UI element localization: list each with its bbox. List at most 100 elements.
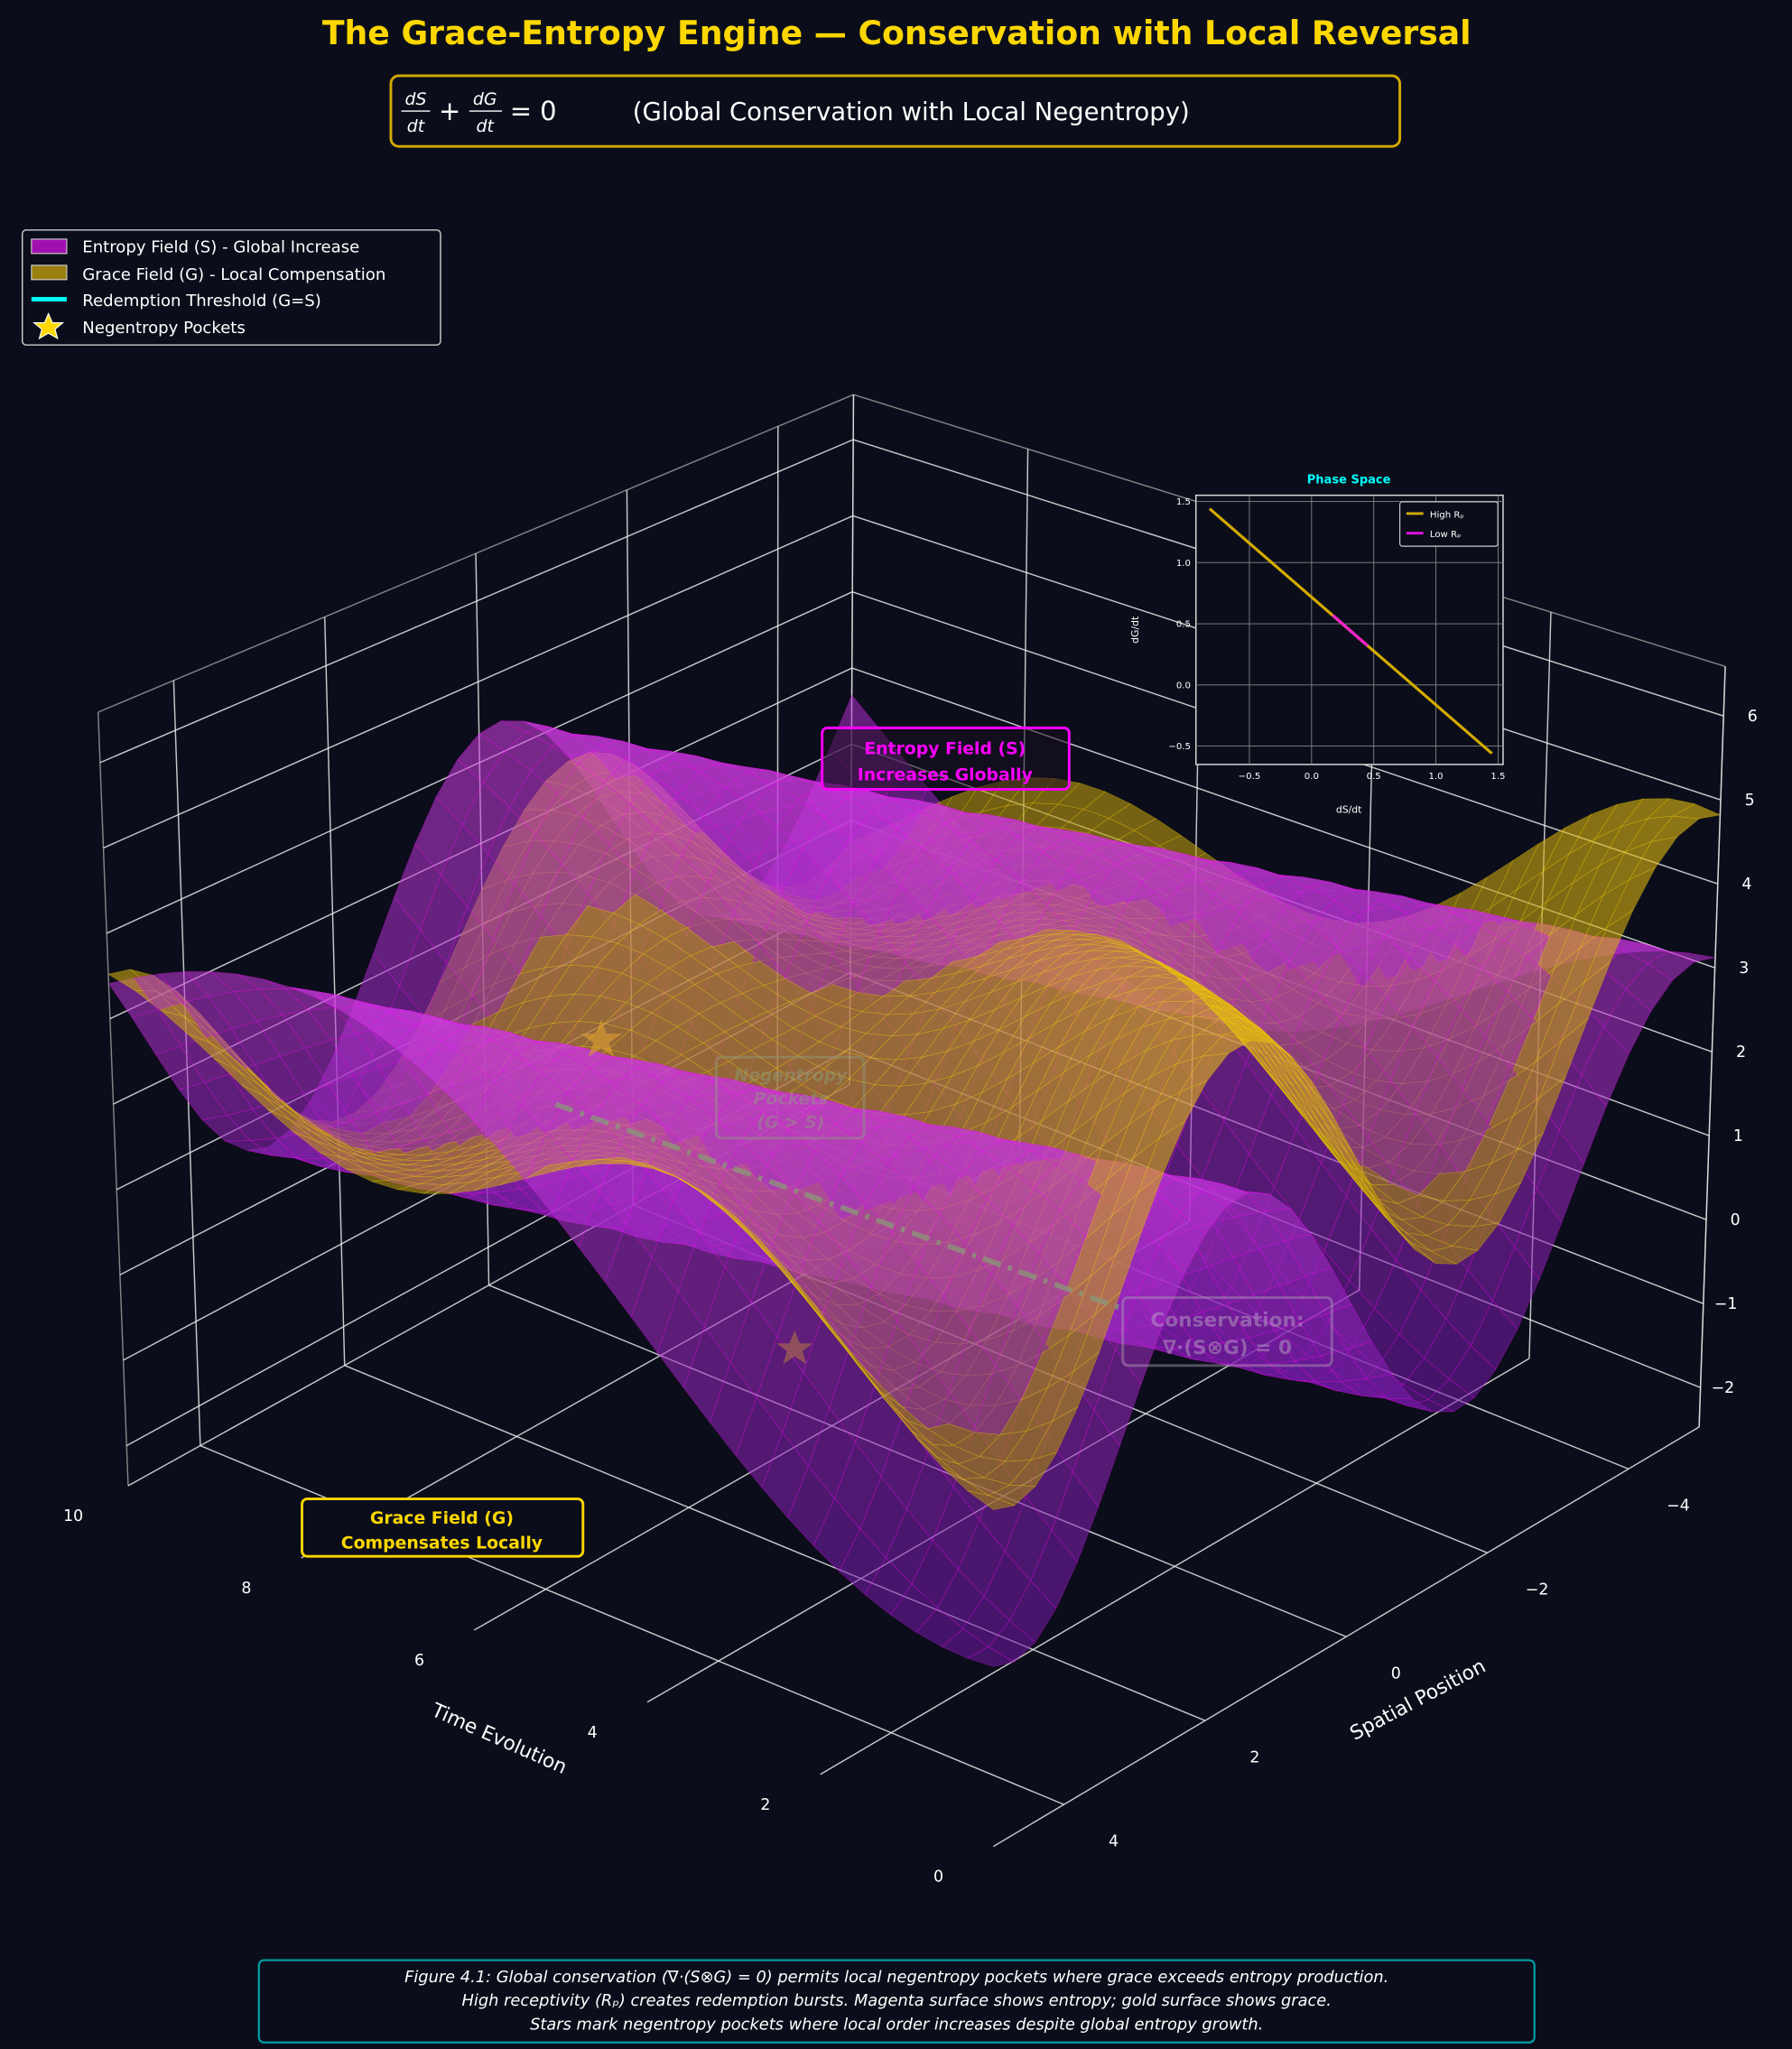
inset-y-tick-label: −0.5 (1168, 742, 1191, 752)
inset-legend-low: Low Rₚ (1430, 530, 1462, 540)
x-tick-label: 8 (241, 1580, 251, 1598)
y-tick-label: −4 (1667, 1497, 1690, 1516)
y-tick-label: 4 (1109, 1832, 1119, 1850)
eq-note: (Global Conservation with Local Negentro… (633, 97, 1190, 126)
wall-gridline (323, 617, 346, 1366)
inset-legend-high: High Rₚ (1430, 510, 1464, 520)
eq-den2: dt (477, 117, 495, 136)
y-tick-label: −2 (1526, 1581, 1549, 1599)
inset-x-tick-label: 0.0 (1305, 772, 1319, 782)
entropy-annotation: Entropy Field (S) Increases Globally (821, 726, 1071, 791)
x-tick-label: 0 (933, 1868, 943, 1887)
svg-text:Increases Globally: Increases Globally (858, 765, 1033, 784)
svg-text:Redemption Threshold (G=S): Redemption Threshold (G=S) (82, 292, 321, 311)
z-tick-label: 6 (1748, 708, 1758, 726)
wall-gridline (1698, 666, 1726, 1427)
y-tick-label: 2 (1249, 1749, 1259, 1767)
grace-annotation: Grace Field (G) Compensates Locally (301, 1497, 585, 1558)
z-tick-label: −2 (1712, 1379, 1735, 1397)
entropy-surface-facet (446, 1059, 495, 1121)
entropy-surface-facet (915, 1607, 964, 1647)
inset-legend: High Rₚ Low Rₚ (1399, 501, 1499, 547)
negentropy-annotation: Negentropy Pockets (G > S) (714, 1055, 866, 1140)
redemption-threshold-line (554, 1101, 1126, 1312)
eq-den1: dt (407, 117, 425, 136)
grace-surface-facet (551, 1159, 599, 1173)
eq-num1: dS (405, 90, 427, 109)
negentropy-star-icon (580, 1019, 623, 1058)
x-tick-label: 10 (63, 1507, 83, 1525)
entropy-surface-facet (525, 1131, 574, 1214)
3d-axes: 0 2 4 6 8 10 4 2 0 −2 −4 −2 −1 0 1 2 3 4 5 6 (63, 394, 1758, 1887)
svg-text:(G > S): (G > S) (757, 1113, 824, 1132)
grace-surface-facet (161, 1010, 210, 1043)
low-rp-line (1332, 614, 1369, 647)
svg-text:High receptivity (Rₚ) creates: High receptivity (Rₚ) creates redemption… (462, 1991, 1332, 2010)
svg-text:Stars mark negentropy pockets: Stars mark negentropy pockets where loca… (530, 2015, 1263, 2034)
entropy-surface-facet (420, 1040, 469, 1094)
entropy-surface-facet (787, 1465, 835, 1546)
figure-caption: Figure 4.1: Global conservation (∇·(S⊗G)… (257, 1959, 1536, 2044)
entropy-surface-facet (682, 1326, 731, 1423)
inset-y-tick-label: 0.0 (1176, 681, 1191, 691)
grace-surface-facet (187, 1033, 237, 1071)
svg-text:Entropy Field (S) - Global Inc: Entropy Field (S) - Global Increase (82, 237, 359, 256)
entropy-surface-facet (942, 1628, 989, 1659)
svg-text:Negentropy: Negentropy (734, 1066, 848, 1085)
entropy-surface-facet (184, 971, 235, 997)
svg-text:Figure 4.1: Global conservatio: Figure 4.1: Global conservation (∇·(S⊗G)… (404, 1968, 1388, 1987)
inset-y-tick-label: 0.5 (1176, 620, 1191, 630)
entropy-surface-facet (864, 1557, 913, 1616)
floor-gridline (344, 1365, 1206, 1721)
inset-y-tick-label: 1.0 (1176, 559, 1191, 569)
y-tick-label: 0 (1391, 1665, 1401, 1683)
entropy-surface-facet (967, 1646, 1016, 1667)
legend-item-grace: Grace Field (G) - Local Compensation (31, 264, 385, 284)
eq-equals: = 0 (510, 96, 557, 126)
z-tick-label: 2 (1736, 1043, 1746, 1062)
pane-edge (97, 711, 129, 1487)
equation-box: dS dt + dG dt = 0 (Global Conservation w… (389, 74, 1402, 148)
z-tick-label: 1 (1733, 1127, 1743, 1145)
entropy-surface-facet (340, 1001, 390, 1028)
grace-surface-facet (474, 1171, 523, 1191)
figure-title: The Grace-Entropy Engine — Conservation … (322, 14, 1472, 52)
svg-text:Pockets: Pockets (754, 1089, 829, 1108)
inset-title: Phase Space (1307, 474, 1391, 487)
svg-text:Compensates Locally: Compensates Locally (341, 1534, 543, 1553)
x-tick-label: 4 (588, 1724, 598, 1742)
x-tick-label: 6 (414, 1652, 424, 1670)
surfaces (107, 694, 1722, 1667)
grace-surface-facet (732, 1214, 782, 1268)
entropy-surface-facet (237, 973, 286, 990)
grace-surface-facet (292, 1131, 342, 1158)
inset-y-label: dG/dt (1129, 617, 1141, 644)
svg-text:Negentropy Pockets: Negentropy Pockets (82, 319, 246, 338)
x-tick-label: 2 (760, 1796, 770, 1814)
grace-surface-facet (371, 1179, 420, 1191)
inset-x-tick-label: 1.0 (1429, 772, 1444, 782)
entropy-surface-facet (709, 1361, 757, 1457)
grace-surface-facet (759, 1238, 808, 1300)
eq-plus: + (439, 96, 460, 126)
grace-surface-facet (967, 1490, 1016, 1510)
grace-surface-facet (837, 1335, 886, 1401)
phase-space-inset: Phase Space dS/dt dG/dt −0.5 −0.5 0.0 0.0 0.… (1129, 474, 1505, 816)
entropy-surface-facet (657, 1291, 705, 1389)
z-tick-label: 4 (1741, 876, 1751, 894)
svg-text:Grace Field (G) - Local Compen: Grace Field (G) - Local Compensation (82, 265, 385, 284)
wall-gridline (103, 515, 854, 849)
grace-surface-facet (941, 1466, 989, 1496)
entropy-surface-facet (472, 1080, 521, 1151)
inset-y-tick-label: 1.5 (1176, 497, 1191, 507)
z-tick-label: 3 (1739, 960, 1749, 978)
svg-text:Conservation:: Conservation: (1150, 1309, 1304, 1331)
3d-tick-labels: 0 2 4 6 8 10 4 2 0 −2 −4 −2 −1 0 1 2 3 4 5 6 (63, 708, 1758, 1887)
legend: Entropy Field (S) - Global Increase Grac… (21, 229, 441, 346)
z-tick-label: −1 (1714, 1295, 1738, 1313)
z-tick-label: 0 (1731, 1211, 1741, 1229)
grace-surface-facet (681, 1178, 729, 1214)
star-icon (32, 311, 65, 340)
svg-text:Entropy Field (S): Entropy Field (S) (864, 739, 1026, 758)
